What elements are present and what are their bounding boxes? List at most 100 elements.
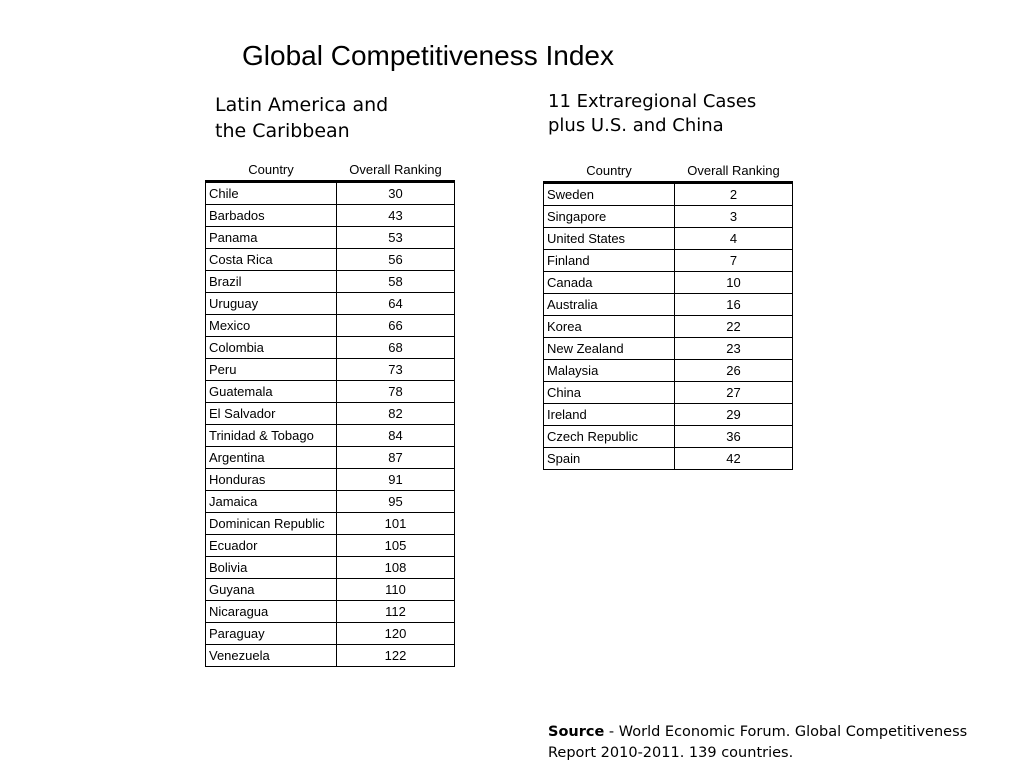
table-row: China 27: [543, 381, 793, 404]
table-row: Panama 53: [205, 226, 455, 249]
country-cell: Peru: [205, 358, 337, 381]
table-row: Uruguay 64: [205, 292, 455, 315]
left-table-body: Chile 30 Barbados 43 Panama 53 Costa Rica 56 Bra…: [205, 181, 455, 667]
ranking-cell: 27: [674, 381, 793, 404]
table-row: Mexico 66: [205, 314, 455, 337]
ranking-cell: 43: [336, 204, 455, 227]
table-row: Korea 22: [543, 315, 793, 338]
right-table-heading: 11 Extraregional Cases plus U.S. and Chi…: [548, 90, 756, 138]
country-cell: Brazil: [205, 270, 337, 293]
ranking-cell: 105: [336, 534, 455, 557]
table-row: Guyana 110: [205, 578, 455, 601]
ranking-cell: 91: [336, 468, 455, 491]
country-cell: Venezuela: [205, 644, 337, 667]
table-row: Sweden 2: [543, 182, 793, 206]
table-row: Jamaica 95: [205, 490, 455, 513]
country-cell: Barbados: [205, 204, 337, 227]
ranking-cell: 36: [674, 425, 793, 448]
ranking-cell: 22: [674, 315, 793, 338]
table-row: Singapore 3: [543, 205, 793, 228]
country-cell: Australia: [543, 293, 675, 316]
table-row: Trinidad & Tobago 84: [205, 424, 455, 447]
table-row: Brazil 58: [205, 270, 455, 293]
ranking-cell: 108: [336, 556, 455, 579]
table-row: Venezuela 122: [205, 644, 455, 667]
ranking-cell: 112: [336, 600, 455, 623]
source-label: Source: [548, 724, 605, 740]
source-text-line1: - World Economic Forum. Global Competiti…: [604, 724, 968, 740]
country-cell: Bolivia: [205, 556, 337, 579]
ranking-cell: 66: [336, 314, 455, 337]
ranking-cell: 29: [674, 403, 793, 426]
column-header-country: Country: [543, 159, 675, 184]
country-cell: New Zealand: [543, 337, 675, 360]
table-header-row: Country Overall Ranking: [543, 159, 793, 184]
table-row: Ireland 29: [543, 403, 793, 426]
table-row: Finland 7: [543, 249, 793, 272]
page-title: Global Competitiveness Index: [242, 40, 614, 71]
table-row: Czech Republic 36: [543, 425, 793, 448]
table-row: United States 4: [543, 227, 793, 250]
country-cell: Finland: [543, 249, 675, 272]
ranking-cell: 53: [336, 226, 455, 249]
right-table-body: Sweden 2 Singapore 3 United States 4 Finland 7 C…: [543, 182, 793, 470]
ranking-cell: 3: [674, 205, 793, 228]
table-row: Australia 16: [543, 293, 793, 316]
left-table-heading: Latin America and the Caribbean: [215, 92, 388, 144]
source-text-line2: Report 2010-2011. 139 countries.: [548, 745, 794, 761]
ranking-cell: 73: [336, 358, 455, 381]
ranking-cell: 120: [336, 622, 455, 645]
left-heading-line2: the Caribbean: [215, 120, 350, 142]
table-row: Malaysia 26: [543, 359, 793, 382]
country-cell: Ecuador: [205, 534, 337, 557]
ranking-cell: 68: [336, 336, 455, 359]
table-row: New Zealand 23: [543, 337, 793, 360]
source-note: Source - World Economic Forum. Global Co…: [548, 722, 967, 764]
table-row: Nicaragua 112: [205, 600, 455, 623]
country-cell: Panama: [205, 226, 337, 249]
column-header-country: Country: [205, 158, 337, 183]
table-row: Paraguay 120: [205, 622, 455, 645]
ranking-cell: 7: [674, 249, 793, 272]
ranking-cell: 23: [674, 337, 793, 360]
country-cell: Sweden: [543, 182, 675, 206]
table-row: Costa Rica 56: [205, 248, 455, 271]
table-header-row: Country Overall Ranking: [205, 158, 455, 183]
ranking-cell: 110: [336, 578, 455, 601]
ranking-cell: 122: [336, 644, 455, 667]
ranking-cell: 64: [336, 292, 455, 315]
country-cell: Colombia: [205, 336, 337, 359]
ranking-cell: 95: [336, 490, 455, 513]
column-header-ranking: Overall Ranking: [674, 159, 793, 184]
table-row: Dominican Republic 101: [205, 512, 455, 535]
country-cell: Korea: [543, 315, 675, 338]
table-row: Canada 10: [543, 271, 793, 294]
ranking-cell: 42: [674, 447, 793, 470]
country-cell: Mexico: [205, 314, 337, 337]
country-cell: Canada: [543, 271, 675, 294]
country-cell: Jamaica: [205, 490, 337, 513]
country-cell: Uruguay: [205, 292, 337, 315]
country-cell: El Salvador: [205, 402, 337, 425]
table-row: Guatemala 78: [205, 380, 455, 403]
country-cell: Czech Republic: [543, 425, 675, 448]
ranking-cell: 58: [336, 270, 455, 293]
right-heading-line1: 11 Extraregional Cases: [548, 91, 757, 112]
ranking-cell: 26: [674, 359, 793, 382]
country-cell: Malaysia: [543, 359, 675, 382]
table-row: Ecuador 105: [205, 534, 455, 557]
country-cell: Spain: [543, 447, 675, 470]
table-row: Bolivia 108: [205, 556, 455, 579]
ranking-cell: 10: [674, 271, 793, 294]
table-row: El Salvador 82: [205, 402, 455, 425]
ranking-cell: 30: [336, 181, 455, 205]
ranking-cell: 84: [336, 424, 455, 447]
country-cell: Costa Rica: [205, 248, 337, 271]
country-cell: Guyana: [205, 578, 337, 601]
country-cell: Guatemala: [205, 380, 337, 403]
ranking-cell: 16: [674, 293, 793, 316]
ranking-cell: 4: [674, 227, 793, 250]
country-cell: Nicaragua: [205, 600, 337, 623]
country-cell: Paraguay: [205, 622, 337, 645]
table-row: Spain 42: [543, 447, 793, 470]
